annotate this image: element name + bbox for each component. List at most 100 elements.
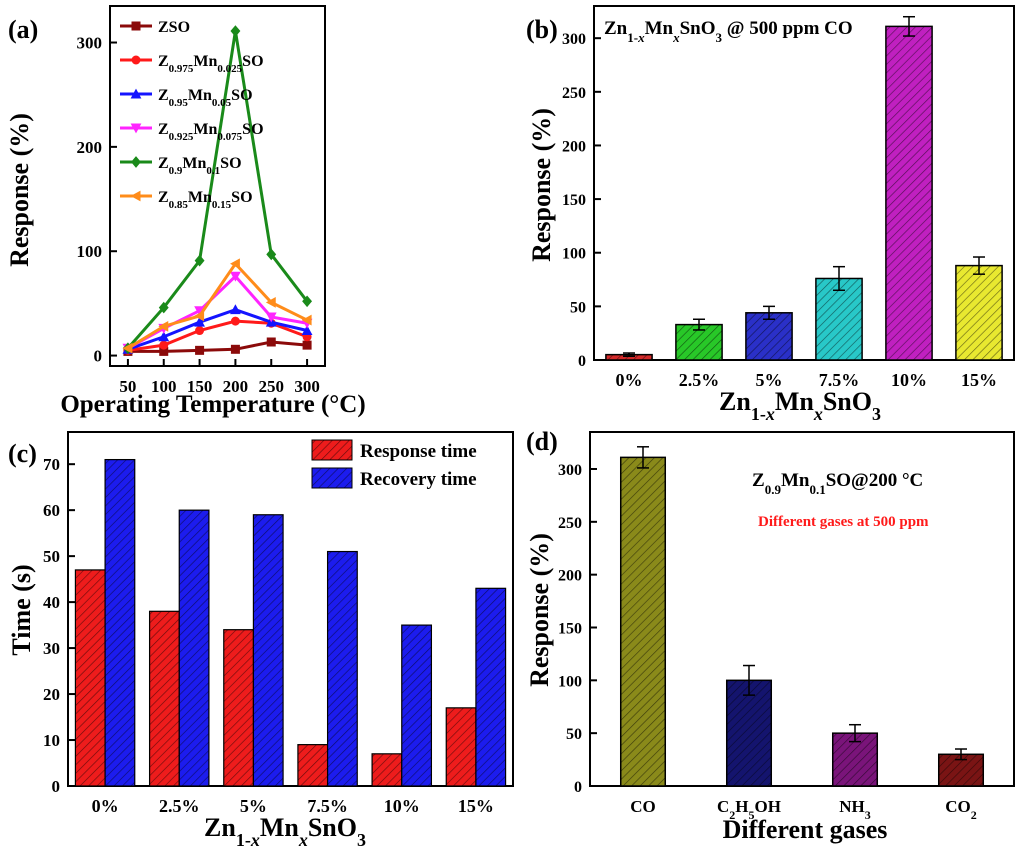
- panel-a-y-tick-label: 300: [77, 34, 103, 53]
- series-5-point: [230, 258, 240, 270]
- panel-d-annotation: Z0.9Mn0.1SO@200 °C: [752, 470, 923, 497]
- panel-b-x-ticks: 0% 2.5% 5% 7.5% 10% 15%: [616, 353, 997, 390]
- panel-c-bar-hatch: [149, 611, 180, 786]
- panel-a-series-lines: [122, 25, 313, 356]
- panel-c-x-tick-label: 10%: [384, 796, 420, 816]
- panel-c-y-tick-label: 30: [43, 639, 60, 658]
- panel-d-y-tick-label: 50: [566, 726, 582, 743]
- series-1-point: [159, 340, 169, 350]
- panel-a-y-ticks: 0 100 200 300: [77, 34, 117, 366]
- panel-b-x-tick-label: 2.5%: [679, 370, 720, 390]
- series-2-point: [301, 325, 313, 336]
- panel-c-bar-hatch: [179, 510, 209, 786]
- panel-d-x-tick-label: CO2: [945, 797, 977, 822]
- panel-a-x-tick-label: 50: [119, 377, 136, 396]
- panel-c-y-tick-label: 10: [43, 731, 60, 750]
- panel-d-annotation-note: Different gases at 500 ppm: [758, 514, 929, 530]
- panel-c-y-tick-label: 70: [43, 455, 60, 474]
- legend-entry-0: Response time: [360, 441, 477, 462]
- series-5-point: [194, 310, 205, 322]
- panel-a-x-tick-label: 200: [223, 377, 249, 396]
- series-3-point: [265, 312, 277, 323]
- panel-c-bar-hatch: [446, 707, 476, 786]
- panel-b-y-tick-label: 150: [562, 192, 586, 209]
- series-0-point: [266, 337, 276, 347]
- panel-c-bar-hatch: [475, 588, 506, 786]
- series-line-1: [127, 319, 308, 352]
- panel-d-x-tick-label: CO: [630, 797, 656, 816]
- panel-b-x-tick-label: 15%: [961, 370, 997, 390]
- panel-b-bar-hatch: [955, 265, 1003, 360]
- series-5-point: [265, 296, 276, 308]
- panel-c-plot-frame: [67, 431, 514, 787]
- panel-b-y-ticks: 0 50 100 150 200 250 300: [562, 31, 601, 370]
- series-4-point: [230, 25, 241, 37]
- panel-a-y-tick-label: 100: [77, 242, 103, 261]
- series-line-3: [127, 274, 308, 350]
- panel-b-bar-hatch: [885, 26, 933, 361]
- panel-d-x-tick-label: C2H5OH: [717, 797, 781, 822]
- panel-d-y-tick-label: 300: [558, 462, 582, 479]
- series-4-point: [158, 301, 169, 314]
- panel-c-bar-hatch: [253, 514, 284, 786]
- legend-entry-4: Z0.9Mn0.1SO: [158, 155, 242, 177]
- panel-a-x-tick-label: 300: [294, 377, 320, 396]
- panel-a-y-tick-label: 0: [94, 347, 103, 366]
- panel-b-label: (b): [526, 15, 558, 44]
- series-1-point: [195, 326, 205, 336]
- panel-a-legend: ZSO Z0.975Mn0.025SO Z0.95Mn0.05SO Z0.925Mn0…: [120, 19, 264, 211]
- panel-a-x-ticks: 50 100 150 200 250 300: [119, 359, 320, 396]
- panel-d-bar-hatch: [620, 457, 666, 786]
- panel-b-plot-frame: [593, 5, 1015, 361]
- series-4-point: [194, 254, 205, 267]
- series-2-point: [230, 304, 241, 315]
- panel-b-ylabel: Response (%): [527, 108, 556, 262]
- panel-d: (d) Z0.9Mn0.1SO@200 °C Different gases a…: [525, 427, 1015, 844]
- panel-a-xlabel: Operating Temperature (°C): [60, 391, 365, 418]
- panel-d-ylabel: Response (%): [525, 533, 554, 687]
- panel-b-x-tick-label: 0%: [616, 370, 643, 390]
- panel-c-bars: [74, 458, 507, 787]
- legend-entry-1: Z0.975Mn0.025SO: [158, 53, 264, 75]
- panel-d-y-tick-label: 250: [558, 515, 582, 532]
- panel-b-xlabel: Zn1-xMnxSnO3: [719, 387, 881, 424]
- series-0-point: [159, 346, 169, 356]
- panel-d-bar-hatch: [726, 680, 772, 786]
- panel-a-y-tick-label: 200: [77, 138, 103, 157]
- panel-c-y-tick-label: 50: [43, 547, 60, 566]
- panel-b-x-tick-label: 5%: [756, 370, 783, 390]
- panel-c-x-tick-label: 7.5%: [307, 796, 348, 816]
- panel-c-y-ticks: 0 10 20 30 40 50 60 70: [43, 455, 75, 796]
- panel-b: (b) Zn1-xMnxSnO3 @ 500 ppm CO 0 50 100 150 2…: [526, 5, 1015, 424]
- series-2-point: [158, 331, 170, 342]
- panel-a-x-tick-label: 250: [259, 377, 285, 396]
- legend-entry-5: Z0.85Mn0.15SO: [158, 189, 253, 211]
- panel-d-y-tick-label: 0: [574, 779, 582, 796]
- panel-a-x-tick-label: 100: [151, 377, 177, 396]
- legend-swatch-hatch: [312, 440, 352, 460]
- panel-d-x-tick-label: NH3: [839, 797, 871, 822]
- series-0-point: [230, 344, 240, 354]
- panel-d-y-tick-label: 200: [558, 568, 582, 585]
- panel-b-x-tick-label: 10%: [891, 370, 927, 390]
- panel-b-bar-hatch: [745, 312, 793, 360]
- panel-d-bars: [619, 446, 985, 787]
- legend-swatch-marker: [130, 88, 142, 99]
- panel-b-y-tick-label: 100: [562, 246, 586, 263]
- panel-c: (c) 0 10 20 30 40 50 60 70 0% 2.5% 5% 7.5% 10% 15% R…: [7, 431, 514, 849]
- panel-c-legend: Response time Recovery time: [311, 439, 477, 490]
- panel-c-ylabel: Time (s): [7, 564, 36, 655]
- panel-a-ylabel: Response (%): [5, 113, 34, 267]
- series-line-2: [127, 308, 308, 351]
- panel-c-bar-hatch: [327, 551, 358, 786]
- panel-c-bar-hatch: [372, 753, 402, 786]
- panel-c-bar-hatch: [75, 569, 106, 786]
- panel-a-x-tick-label: 150: [187, 377, 213, 396]
- panel-b-bars: [605, 15, 1003, 361]
- panel-c-y-tick-label: 40: [43, 593, 60, 612]
- panel-c-xlabel: Zn1-xMnxSnO3: [204, 813, 366, 849]
- panel-d-y-ticks: 0 50 100 150 200 250 300: [558, 462, 597, 796]
- legend-entry-2: Z0.95Mn0.05SO: [158, 87, 253, 109]
- legend-swatch-marker: [130, 190, 141, 202]
- panel-b-title: Zn1-xMnxSnO3 @ 500 ppm CO: [604, 18, 853, 45]
